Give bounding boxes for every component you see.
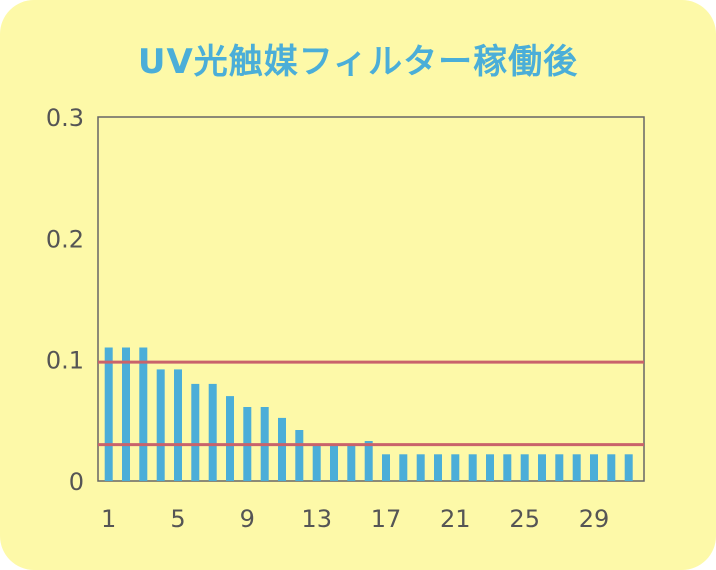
bar-day-12	[295, 430, 304, 481]
bar-day-19	[416, 454, 425, 481]
x-tick-label: 13	[301, 505, 332, 533]
bar-day-18	[399, 454, 408, 481]
x-tick-label: 5	[170, 505, 185, 533]
x-tick-label: 29	[579, 505, 610, 533]
y-ticks-group: 0.3 0.2 0.1 0	[46, 104, 84, 496]
bar-day-8	[226, 396, 234, 481]
bar-day-1	[104, 347, 113, 481]
bar-day-27	[555, 454, 564, 481]
bar-day-28	[572, 454, 581, 481]
bar-day-26	[538, 454, 546, 481]
bar-day-25	[520, 454, 529, 481]
bar-day-30	[607, 454, 616, 481]
x-tick-label: 17	[371, 505, 402, 533]
bars-group	[104, 347, 633, 481]
x-tick-label: 25	[509, 505, 540, 533]
bar-day-6	[191, 383, 200, 481]
y-tick-label: 0.2	[46, 225, 84, 253]
bar-day-14	[330, 444, 338, 481]
bar-day-5	[174, 369, 182, 481]
x-tick-label: 21	[440, 505, 471, 533]
y-tick-label: 0	[69, 468, 84, 496]
bar-day-24	[503, 454, 512, 481]
bar-day-21	[451, 454, 460, 481]
bar-day-3	[139, 347, 148, 481]
bar-day-2	[122, 347, 130, 481]
bar-day-11	[278, 417, 286, 481]
bar-day-16	[364, 441, 373, 481]
x-ticks-group: 1 5 9 13 17 21 25 29	[101, 505, 609, 533]
y-tick-label: 0.1	[46, 347, 84, 375]
x-tick-label: 9	[240, 505, 255, 533]
bar-day-13	[312, 444, 321, 481]
reference-lines-group	[98, 360, 644, 447]
bar-day-29	[590, 454, 598, 481]
bar-day-17	[382, 454, 390, 481]
bar-day-20	[434, 454, 442, 481]
bar-day-7	[208, 383, 217, 481]
bar-day-23	[486, 454, 494, 481]
bar-day-4	[156, 369, 165, 481]
bar-day-22	[468, 454, 477, 481]
chart-title: UV光触媒フィルター稼働後	[137, 42, 579, 82]
x-tick-label: 1	[101, 505, 116, 533]
bar-day-15	[347, 444, 356, 481]
y-tick-label: 0.3	[46, 104, 84, 132]
bar-day-31	[624, 454, 633, 481]
